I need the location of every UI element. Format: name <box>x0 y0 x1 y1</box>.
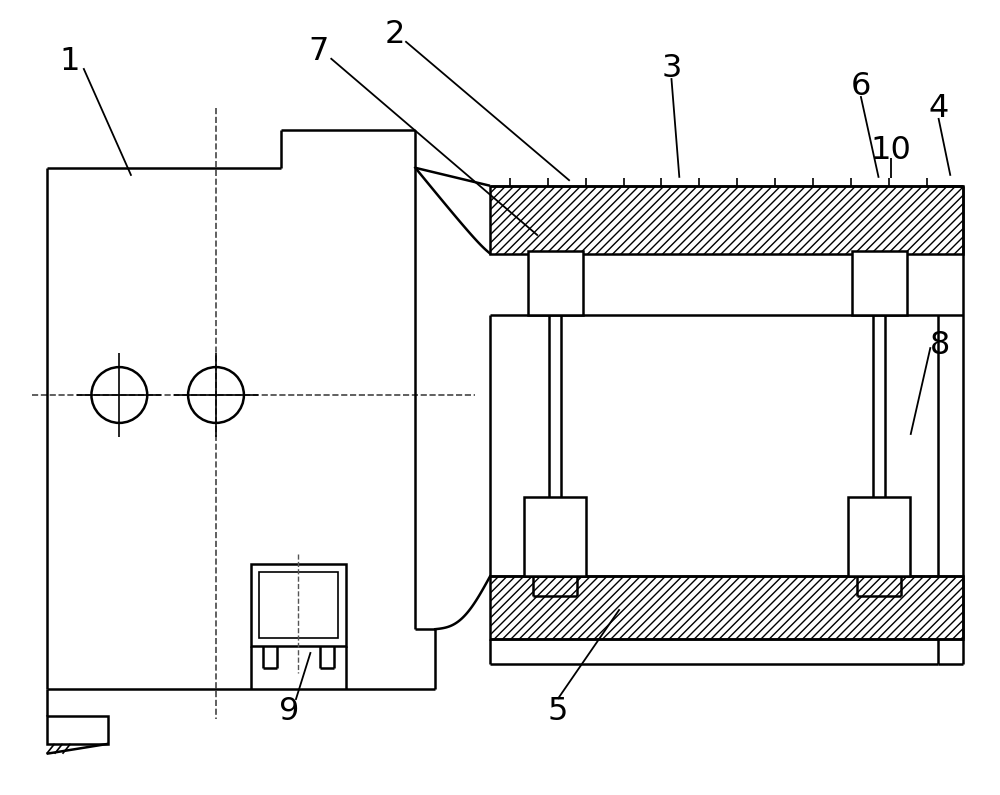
Bar <box>47 716 108 744</box>
Text: 9: 9 <box>279 696 299 727</box>
Text: 8: 8 <box>930 330 951 361</box>
Text: 10: 10 <box>870 135 911 166</box>
Text: 3: 3 <box>661 52 682 83</box>
Text: 7: 7 <box>308 36 329 67</box>
Bar <box>852 250 907 316</box>
Bar <box>259 572 338 638</box>
Bar <box>490 576 963 639</box>
Text: 2: 2 <box>385 19 406 50</box>
Bar <box>251 564 346 646</box>
Text: 4: 4 <box>928 92 949 123</box>
Bar <box>528 250 583 316</box>
Text: 1: 1 <box>59 45 80 76</box>
Text: 6: 6 <box>851 71 871 102</box>
Bar <box>524 497 586 576</box>
Text: 5: 5 <box>548 696 568 727</box>
Bar <box>490 186 963 254</box>
Bar <box>848 497 910 576</box>
